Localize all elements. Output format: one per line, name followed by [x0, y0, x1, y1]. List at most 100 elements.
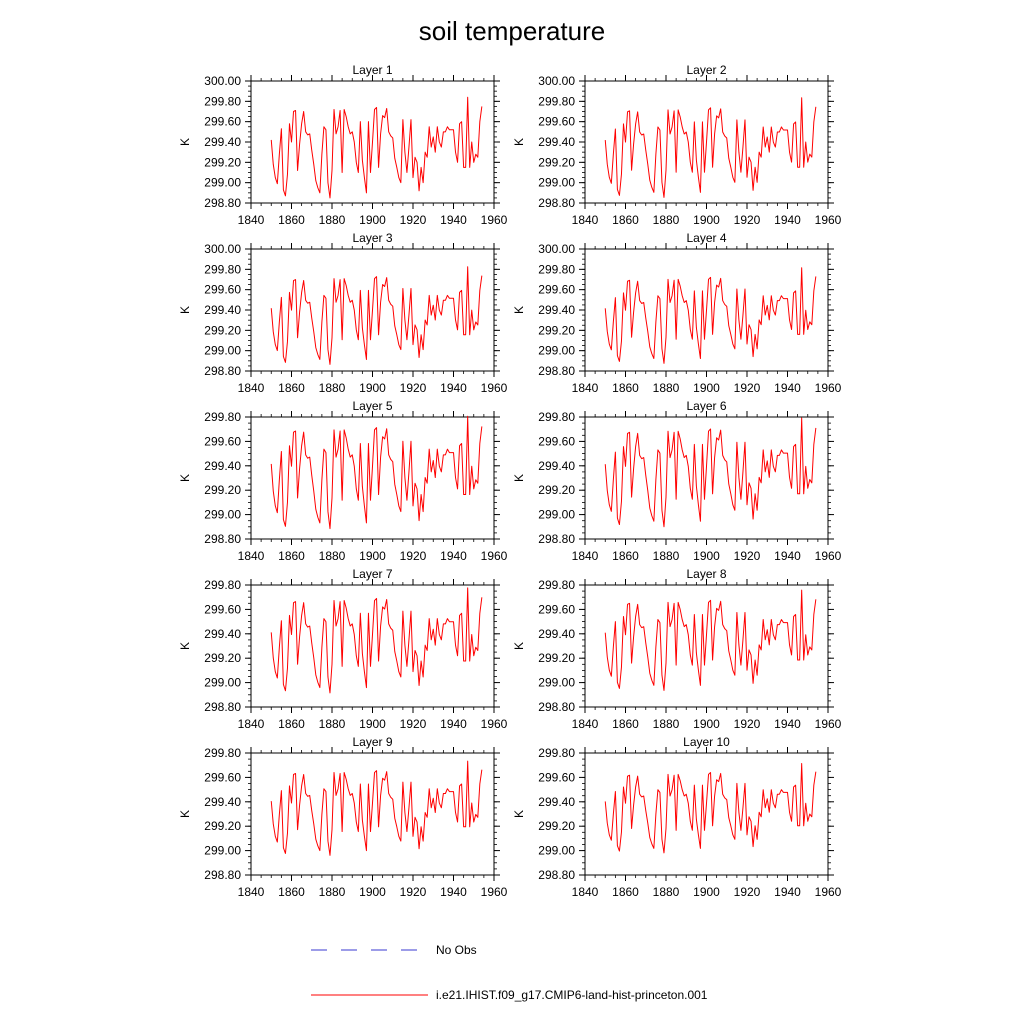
x-tick-label: 1900 [693, 381, 720, 395]
y-tick-label: 299.40 [204, 303, 241, 317]
y-tick-label: 298.80 [204, 700, 241, 714]
y-axis-label: K [512, 138, 526, 146]
y-tick-label: 300.00 [538, 74, 575, 88]
y-tick-label: 299.20 [204, 323, 241, 337]
y-tick-label: 299.80 [538, 746, 575, 760]
y-tick-label: 298.80 [204, 196, 241, 210]
x-tick-label: 1960 [815, 717, 842, 731]
y-tick-label: 299.20 [538, 819, 575, 833]
y-tick-label: 299.60 [538, 770, 575, 784]
panel-layer-6: Layer 6 K 298.80 299.00 299.20 299.40 299.60 29… [512, 399, 842, 563]
panel-layer-4: Layer 4 K 298.80 299.00 299.20 299.40 299.60 29… [512, 231, 842, 395]
panel-title: Layer 8 [686, 567, 726, 581]
y-tick-label: 299.20 [204, 819, 241, 833]
panel-title: Layer 2 [686, 63, 726, 77]
y-axis-label: K [512, 474, 526, 482]
y-tick-label: 299.40 [204, 135, 241, 149]
y-tick-label: 298.80 [538, 532, 575, 546]
y-tick-label: 299.20 [204, 483, 241, 497]
x-tick-label: 1880 [653, 885, 680, 899]
y-tick-label: 299.60 [204, 770, 241, 784]
panel-title: Layer 1 [352, 63, 392, 77]
x-tick-label: 1840 [572, 381, 599, 395]
x-tick-label: 1860 [612, 885, 639, 899]
panel-title: Layer 9 [352, 735, 392, 749]
y-tick-label: 299.20 [204, 651, 241, 665]
x-tick-label: 1920 [734, 381, 761, 395]
panel-title: Layer 10 [683, 735, 730, 749]
x-tick-label: 1940 [440, 213, 467, 227]
y-tick-label: 299.60 [204, 434, 241, 448]
y-tick-label: 299.00 [204, 844, 241, 858]
x-tick-label: 1960 [815, 885, 842, 899]
y-tick-label: 299.00 [538, 508, 575, 522]
y-tick-label: 299.60 [204, 115, 241, 129]
x-tick-label: 1880 [319, 717, 346, 731]
y-tick-label: 299.20 [204, 155, 241, 169]
panel-layer-9: Layer 9 K 298.80 299.00 299.20 299.40 299.60 29… [178, 735, 508, 899]
panel-layer-10: Layer 10 K 298.80 299.00 299.20 299.40 299.60 2… [512, 735, 842, 899]
x-tick-label: 1860 [612, 381, 639, 395]
y-axis-label: K [178, 138, 192, 146]
x-tick-label: 1840 [572, 717, 599, 731]
y-tick-label: 299.80 [538, 410, 575, 424]
x-tick-label: 1880 [319, 885, 346, 899]
x-tick-label: 1880 [653, 213, 680, 227]
x-tick-label: 1880 [653, 381, 680, 395]
legend-label-1: No Obs [436, 943, 477, 957]
x-tick-label: 1940 [440, 885, 467, 899]
panel-title: Layer 7 [352, 567, 392, 581]
y-tick-label: 299.80 [204, 746, 241, 760]
y-axis-label: K [512, 810, 526, 818]
y-tick-label: 299.20 [538, 155, 575, 169]
x-tick-label: 1940 [440, 381, 467, 395]
x-tick-label: 1920 [734, 213, 761, 227]
y-axis-label: K [512, 306, 526, 314]
panel-title: Layer 5 [352, 399, 392, 413]
y-tick-label: 300.00 [538, 242, 575, 256]
x-tick-label: 1920 [734, 885, 761, 899]
x-tick-label: 1860 [278, 213, 305, 227]
legend: No Obs i.e21.IHIST.f09_g17.CMIP6-land-his… [311, 943, 708, 1002]
y-tick-label: 299.40 [204, 459, 241, 473]
x-tick-label: 1900 [693, 885, 720, 899]
y-tick-label: 298.80 [204, 868, 241, 882]
x-tick-label: 1900 [693, 717, 720, 731]
y-tick-label: 299.20 [538, 651, 575, 665]
x-tick-label: 1940 [774, 885, 801, 899]
x-tick-label: 1840 [238, 885, 265, 899]
x-tick-label: 1960 [481, 213, 508, 227]
y-tick-label: 299.40 [204, 795, 241, 809]
x-tick-label: 1860 [612, 549, 639, 563]
panels: Layer 1 K 298.80 299.00 299.20 299.40 299.60 29… [178, 63, 842, 899]
y-tick-label: 299.00 [538, 844, 575, 858]
y-tick-label: 300.00 [204, 74, 241, 88]
series-line-layer-8 [604, 589, 817, 691]
y-axis-label: K [178, 810, 192, 818]
y-tick-label: 298.80 [538, 364, 575, 378]
y-tick-label: 299.00 [204, 176, 241, 190]
y-tick-label: 300.00 [204, 242, 241, 256]
x-tick-label: 1840 [572, 549, 599, 563]
y-tick-label: 299.60 [538, 434, 575, 448]
y-tick-label: 299.00 [538, 176, 575, 190]
x-tick-label: 1860 [612, 717, 639, 731]
series-line-layer-3 [270, 266, 483, 365]
panel-title: Layer 4 [686, 231, 726, 245]
y-tick-label: 299.60 [204, 602, 241, 616]
y-tick-label: 299.40 [538, 459, 575, 473]
series-line-layer-6 [604, 417, 817, 528]
y-tick-label: 299.00 [204, 344, 241, 358]
y-tick-label: 298.80 [538, 700, 575, 714]
chart-title: soil temperature [419, 16, 605, 46]
series-line-layer-2 [604, 97, 817, 198]
y-tick-label: 299.40 [538, 303, 575, 317]
series-line-layer-4 [604, 267, 817, 364]
y-tick-label: 299.60 [538, 115, 575, 129]
x-tick-label: 1880 [319, 549, 346, 563]
panel-title: Layer 6 [686, 399, 726, 413]
x-tick-label: 1900 [693, 213, 720, 227]
y-tick-label: 298.80 [204, 532, 241, 546]
y-tick-label: 299.40 [538, 627, 575, 641]
